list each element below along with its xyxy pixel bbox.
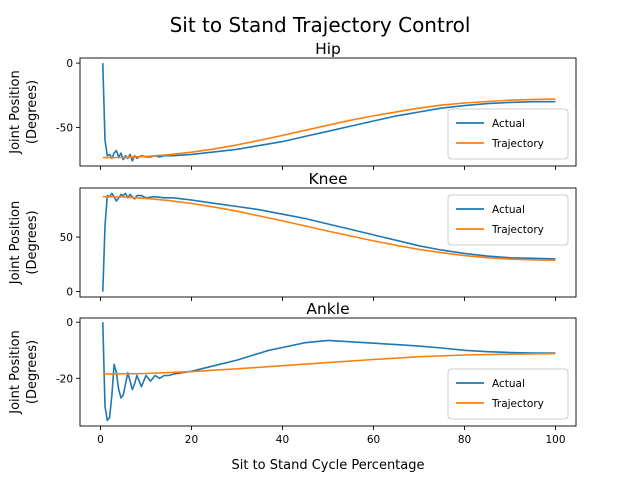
ankle-legend: Actual Trajectory [447,368,569,420]
knee-axes-frame [79,187,577,298]
ankle-title: Ankle [306,300,349,318]
hip-ytick-label: 0 [66,58,73,70]
hip-y-axis-label-line: Joint Position [8,70,23,154]
knee-subplot: 0 50 Knee Joint Position (Degrees) Actual Traj… [8,170,577,301]
hip-axes-frame [79,57,577,167]
hip-y-axis-label-line: (Degrees) [25,80,40,144]
ankle-axes-frame [79,317,577,427]
hip-legend: Actual Trajectory [447,108,569,160]
hip-subplot: 0 -50 Hip Joint Position (Degrees) Actual Traj… [8,40,577,170]
knee-ytick-label: 50 [60,232,73,244]
knee-ytick-label: 0 [66,287,73,299]
knee-series-group [102,192,556,292]
hip-ytick-label: -50 [56,122,73,134]
hip-y-axis-label: Joint Position (Degrees) [8,70,40,154]
hip-legend-box [447,108,569,160]
knee-legend-label-trajectory: Trajectory [491,224,544,236]
ankle-legend-box [447,368,569,420]
ankle-trajectory-line [102,352,556,375]
x-axis-label: Sit to Stand Cycle Percentage [231,458,424,473]
ankle-y-axis-label-line: Joint Position [8,330,23,414]
figure-title: Sit to Stand Trajectory Control [170,13,471,37]
ankle-subplot: 0 -20 0 20 40 60 80 100 Ankle Joint Position (Degr… [8,300,577,446]
knee-y-axis-label-line: (Degrees) [25,210,40,274]
knee-y-axis-label-line: Joint Position [8,201,23,285]
ankle-xtick-label: 80 [458,434,471,446]
hip-legend-label-actual: Actual [492,118,525,130]
hip-legend-label-trajectory: Trajectory [491,138,544,150]
ankle-xtick-label: 60 [367,434,380,446]
ankle-xtick-label: 40 [276,434,289,446]
ankle-ytick-label: -20 [56,373,73,385]
ankle-y-axis-label: Joint Position (Degrees) [8,330,40,414]
ankle-series-group [102,322,556,422]
ankle-y-axis-label-line: (Degrees) [25,340,40,404]
knee-legend-label-actual: Actual [492,204,525,216]
ankle-xtick-label: 20 [185,434,198,446]
ankle-legend-label-actual: Actual [492,378,525,390]
knee-legend: Actual Trajectory [447,194,569,246]
ankle-ytick-label: 0 [66,317,73,329]
knee-title: Knee [308,170,347,188]
hip-series-group [102,63,556,162]
ankle-actual-line [102,322,556,422]
hip-trajectory-line [102,98,556,159]
knee-y-axis-label: Joint Position (Degrees) [8,201,40,285]
ankle-legend-label-trajectory: Trajectory [491,398,544,410]
hip-actual-line [102,63,556,162]
knee-trajectory-line [102,195,556,261]
ankle-xtick-label: 100 [545,434,565,446]
hip-title: Hip [315,40,341,58]
knee-legend-box [447,194,569,246]
ankle-xtick-label: 0 [97,434,104,446]
knee-actual-line [102,192,556,292]
